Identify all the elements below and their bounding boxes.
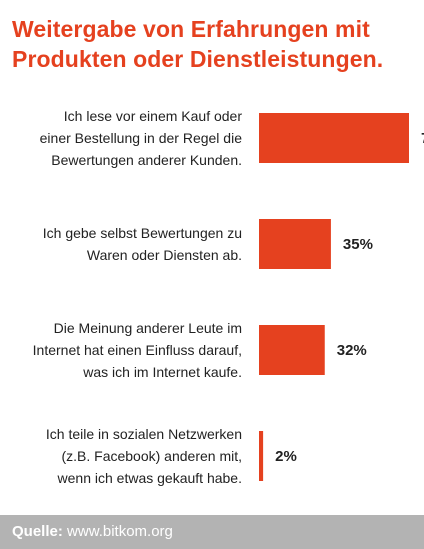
category-label-line: Bewertungen anderer Kunden. — [51, 152, 242, 168]
chart-title-line-2: Produkten oder Dienstleistungen. — [12, 46, 384, 72]
category-label-line: (z.B. Facebook) anderen mit, — [61, 448, 242, 464]
category-label-line: Ich gebe selbst Bewertungen zu — [42, 225, 242, 241]
bar-value-label-1: 73% — [421, 130, 424, 147]
category-label-3: Die Meinung anderer Leute im Internet hat… — [2, 317, 242, 383]
bar-1 — [259, 113, 409, 163]
category-label-line: was ich im Internet kaufe. — [83, 364, 242, 380]
bar-value-label-4: 2% — [275, 448, 297, 465]
source-label: Quelle: — [12, 523, 63, 540]
category-label-line: Internet hat einen Einfluss darauf, — [32, 342, 242, 358]
bar-4 — [259, 431, 264, 481]
source-footer: Quelle: www.bitkom.org — [0, 515, 424, 549]
bar-chart-plot: 73% 35% 32% 2% — [259, 113, 424, 481]
category-label-line: Waren oder Diensten ab. — [86, 247, 242, 263]
category-label-2: Ich gebe selbst Bewertungen zu Waren oder… — [2, 222, 242, 266]
bar-value-label-3: 32% — [337, 342, 367, 359]
chart-title-line-1: Weitergabe von Erfahrungen mit — [12, 16, 370, 42]
category-label-line: Ich lese vor einem Kauf oder — [63, 108, 242, 124]
category-label-line: wenn ich etwas gekauft habe. — [57, 470, 242, 486]
category-label-line: Ich teile in sozialen Netzwerken — [45, 426, 242, 442]
chart-title: Weitergabe von Erfahrungen mit Produkten… — [12, 14, 417, 74]
bar-3 — [259, 325, 325, 375]
category-label-4: Ich teile in sozialen Netzwerken (z.B. Fa… — [2, 423, 242, 489]
source-url: www.bitkom.org — [67, 523, 173, 540]
category-label-1: Ich lese vor einem Kauf oder einer Bestel… — [2, 105, 242, 171]
category-label-line: einer Bestellung in der Regel die — [39, 130, 242, 146]
bar-2 — [259, 219, 331, 269]
bar-value-label-2: 35% — [343, 236, 373, 253]
category-label-line: Die Meinung anderer Leute im — [53, 320, 242, 336]
